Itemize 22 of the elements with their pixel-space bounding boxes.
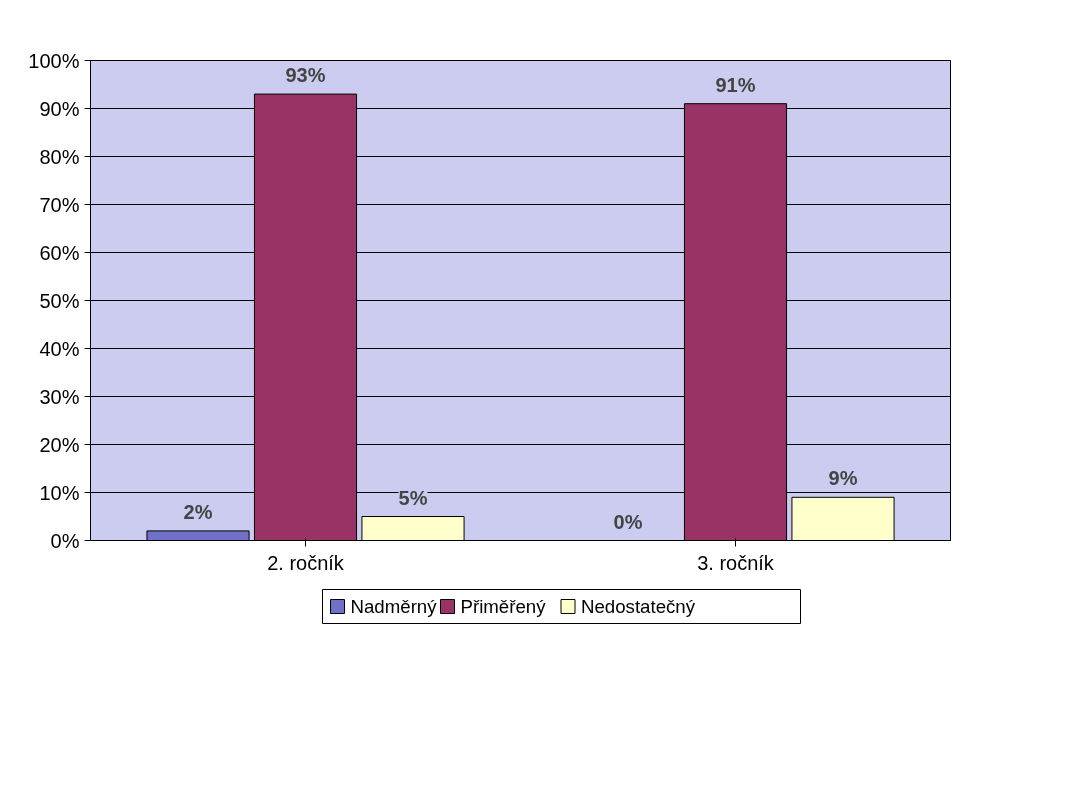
y-tick-label: 90% [39, 97, 80, 120]
data-label: 91% [715, 73, 756, 96]
legend-label: Nedostatečný [581, 596, 696, 617]
y-tick-label: 20% [39, 433, 80, 456]
data-label: 9% [828, 467, 858, 490]
y-tick-label: 60% [39, 241, 80, 264]
y-tick-label: 80% [39, 145, 80, 168]
x-tick-label: 2. ročník [267, 551, 345, 574]
y-tick-label: 50% [39, 289, 80, 312]
y-tick-label: 0% [50, 529, 80, 552]
y-tick-label: 70% [39, 193, 80, 216]
data-label: 5% [398, 486, 428, 509]
data-label: 93% [285, 64, 326, 87]
x-tick-label: 3. ročník [697, 551, 775, 574]
y-tick-label: 10% [39, 481, 80, 504]
y-tick-label: 30% [39, 385, 80, 408]
y-tick-label: 100% [28, 49, 80, 72]
data-label: 2% [183, 500, 213, 523]
data-label: 0% [613, 510, 643, 533]
y-tick-label: 40% [39, 337, 80, 360]
legend-label: Přiměřený [460, 596, 547, 617]
legend-label: Nadměrný [350, 596, 438, 617]
